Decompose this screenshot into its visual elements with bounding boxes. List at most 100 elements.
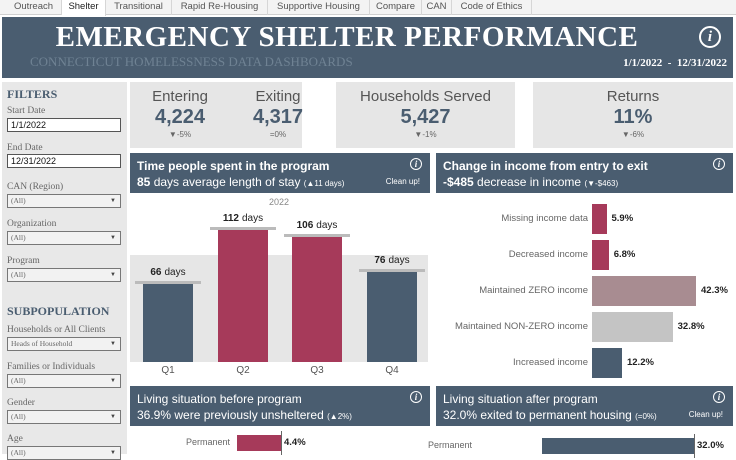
- bar-q3[interactable]: [292, 236, 342, 362]
- chart-year-label: 2022: [268, 197, 290, 207]
- filter-dropdown[interactable]: (All) ▼: [7, 374, 121, 388]
- bar-value-label: 76 days: [352, 255, 432, 266]
- tab-rapid-re-housing[interactable]: Rapid Re-Housing: [172, 0, 268, 15]
- income-bar[interactable]: [592, 240, 609, 270]
- filter-label: Families or Individuals: [7, 362, 96, 372]
- bar-cap: [359, 269, 425, 273]
- clean-up-button[interactable]: Clean up!: [688, 410, 723, 419]
- income-panel-title: Change in income from entry to exit: [443, 159, 648, 173]
- value-number: 66: [150, 267, 162, 279]
- income-change-text: decrease in income: [473, 175, 585, 189]
- situation-bar[interactable]: [237, 435, 281, 451]
- bar-q1[interactable]: [143, 284, 193, 362]
- chevron-down-icon: ▼: [110, 272, 116, 278]
- category-label: Missing income data: [501, 213, 588, 224]
- value-number: 106: [296, 219, 314, 231]
- before-panel-summary: 36.9% were previously unsheltered (▲2%): [137, 408, 352, 422]
- bar-value-label: 42.3%: [701, 285, 728, 296]
- filters-heading: FILTERS: [7, 87, 58, 101]
- income-bar[interactable]: [592, 276, 696, 306]
- after-panel-title: Living situation after program: [443, 392, 598, 406]
- value-unit: days: [242, 212, 264, 224]
- income-bar[interactable]: [592, 312, 673, 342]
- bar-value-label: 12.2%: [626, 357, 654, 368]
- filter-dropdown[interactable]: (All) ▼: [7, 268, 121, 282]
- reference-line: [281, 431, 282, 455]
- filter-dropdown[interactable]: (All) ▼: [7, 231, 121, 245]
- axis-tick-label: Q3: [310, 365, 324, 376]
- filter-dropdown[interactable]: (All) ▼: [7, 446, 121, 460]
- income-change-delta: (▼-$463): [584, 179, 619, 188]
- info-icon[interactable]: i: [410, 391, 422, 403]
- tab-supportive-housing[interactable]: Supportive Housing: [268, 0, 370, 15]
- served-label: Households Served: [360, 88, 491, 105]
- bar-q4[interactable]: [367, 272, 417, 362]
- filter-dropdown[interactable]: Heads of Household ▼: [7, 337, 121, 351]
- income-panel-summary: -$485 decrease in income (▼-$463): [443, 175, 618, 189]
- kpi-returns: Returns 11% ▼-6%: [533, 82, 733, 148]
- income-bar[interactable]: [592, 204, 607, 234]
- bar-value-label: 5.9%: [611, 213, 634, 224]
- exiting-value: 4,317: [252, 106, 304, 128]
- page-title: EMERGENCY SHELTER PERFORMANCE: [55, 21, 639, 53]
- filter-dropdown[interactable]: (All) ▼: [7, 410, 121, 424]
- tab-code-of-ethics[interactable]: Code of Ethics: [452, 0, 532, 15]
- bar-q2[interactable]: [218, 229, 268, 362]
- category-label: Maintained NON-ZERO income: [454, 321, 588, 332]
- time-panel-title: Time people spent in the program: [137, 159, 330, 173]
- kpi-households-served: Households Served 5,427 ▼-1%: [336, 82, 515, 148]
- bar-value-label: 4.4%: [284, 437, 306, 448]
- dropdown-value: Heads of Household: [11, 339, 73, 348]
- avg-stay-change: (▲11 days): [303, 179, 345, 188]
- axis-tick-label: Q2: [236, 365, 250, 376]
- end-date-input[interactable]: 12/31/2022: [7, 154, 121, 168]
- value-unit: days: [316, 219, 338, 231]
- category-label: Permanent: [427, 440, 472, 450]
- dropdown-value: (All): [11, 233, 26, 242]
- income-panel-header: Change in income from entry to exit -$48…: [436, 153, 733, 193]
- dropdown-value: (All): [11, 448, 26, 457]
- axis-tick-label: Q1: [161, 365, 175, 376]
- income-change-value: -$485: [443, 175, 474, 189]
- filter-label: Age: [7, 434, 23, 444]
- start-date-input[interactable]: 1/1/2022: [7, 118, 121, 132]
- info-icon[interactable]: i: [410, 158, 422, 170]
- bar-cap: [210, 226, 276, 230]
- after-panel-summary: 32.0% exited to permanent housing (=0%): [443, 408, 657, 422]
- info-icon[interactable]: i: [713, 158, 725, 170]
- after-panel-header: Living situation after program 32.0% exi…: [436, 386, 733, 426]
- dropdown-value: (All): [11, 196, 26, 205]
- value-number: 112: [222, 212, 239, 224]
- tab-outreach[interactable]: Outreach: [6, 0, 62, 15]
- exiting-change: =0%: [269, 130, 287, 139]
- value-unit: days: [164, 267, 186, 279]
- value-number: 76: [374, 255, 386, 267]
- value-unit: days: [388, 255, 410, 267]
- tab-can[interactable]: CAN: [422, 0, 452, 15]
- bar-value-label: 32.0%: [697, 440, 724, 451]
- bar-cap: [284, 233, 350, 237]
- bar-value-label: 32.8%: [677, 321, 705, 332]
- chevron-down-icon: ▼: [110, 341, 116, 347]
- served-change: ▼-1%: [414, 130, 437, 139]
- tab-compare[interactable]: Compare: [370, 0, 422, 15]
- returns-change: ▼-6%: [621, 130, 645, 139]
- info-icon[interactable]: i: [713, 391, 725, 403]
- tab-transitional[interactable]: Transitional: [106, 0, 172, 15]
- tab-bar: Outreach Shelter Transitional Rapid Re-Hous…: [0, 0, 736, 16]
- clean-up-button[interactable]: Clean up!: [385, 177, 420, 186]
- filter-dropdown[interactable]: (All) ▼: [7, 194, 121, 208]
- tab-shelter[interactable]: Shelter: [62, 0, 106, 16]
- before-panel-title: Living situation before program: [137, 392, 302, 406]
- category-label: Decreased income: [508, 249, 588, 260]
- returns-label: Returns: [606, 88, 660, 105]
- income-bar[interactable]: [592, 348, 622, 378]
- exiting-label: Exiting: [255, 88, 301, 105]
- bar-value-label: 106 days: [277, 220, 357, 231]
- time-panel-header: Time people spent in the program 85 days…: [130, 153, 430, 193]
- situation-bar[interactable]: [542, 438, 694, 454]
- chevron-down-icon: ▼: [110, 235, 116, 241]
- info-icon[interactable]: i: [699, 26, 721, 48]
- reference-line: [694, 434, 695, 458]
- dropdown-value: (All): [11, 270, 26, 279]
